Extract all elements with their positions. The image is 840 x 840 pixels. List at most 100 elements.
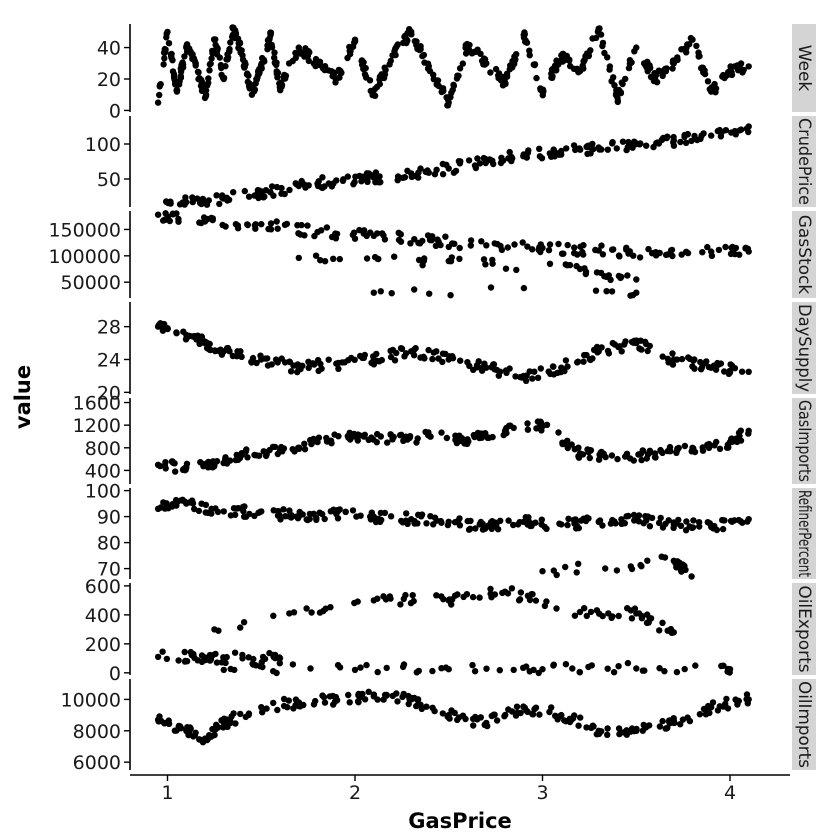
data-point [539,568,546,575]
data-point [358,178,365,185]
data-point [495,372,502,379]
data-point [191,505,198,513]
data-point [228,713,235,720]
data-point [574,359,581,366]
data-point [622,453,629,460]
data-point [173,86,181,94]
data-point [371,92,379,100]
data-point [596,146,603,153]
data-point [328,440,335,447]
data-point [597,31,605,38]
data-point [473,362,481,369]
data-point [534,374,542,381]
panel-daysupply: 20 24 28 DaySupply [97,302,816,404]
data-point [514,521,522,528]
data-point [605,350,613,357]
data-point [547,151,555,158]
data-point [267,29,275,36]
data-point [183,460,191,467]
data-point [346,434,353,441]
data-point [224,51,231,58]
data-point [281,190,288,198]
data-point [241,513,248,520]
data-point [162,210,169,217]
data-point [532,597,540,604]
data-point [353,513,360,520]
data-point [208,510,215,517]
strip-background [792,398,816,484]
y-tick-label: 20 [97,382,121,404]
data-point [537,365,544,372]
data-point [609,140,616,147]
data-point [388,290,395,297]
data-point [571,612,579,619]
data-point [562,357,570,364]
data-point [305,364,312,371]
data-point [689,524,696,532]
data-point [374,230,381,237]
data-point [316,509,323,516]
data-point [656,665,663,672]
data-point [689,36,696,43]
data-point [490,160,497,168]
data-point [524,420,531,427]
data-point [547,370,554,378]
data-point [637,561,644,569]
data-point [471,668,479,675]
data-point [583,612,590,620]
data-point [386,61,393,68]
data-point [427,433,434,440]
data-point [391,253,398,260]
data-point [529,375,536,382]
data-point [341,359,348,366]
data-point [184,725,191,732]
data-point [271,49,278,56]
data-point [438,593,445,600]
data-point [745,123,752,130]
data-point [258,65,265,72]
data-point [354,437,361,444]
data-point [624,659,632,667]
data-point [633,665,640,672]
strip-label: OilExports [794,585,814,672]
data-point [213,51,221,58]
data-point [252,221,259,228]
data-point [356,226,363,234]
data-point [483,60,490,67]
data-point [453,439,461,447]
data-point [408,31,415,38]
data-point [202,656,210,664]
panel-gasstock: 50000 100000 150000 GasStock [48,210,816,299]
data-point [259,54,266,62]
data-point [665,718,673,725]
data-point [531,61,538,69]
data-point [638,346,645,353]
data-point [681,442,689,450]
data-point [686,717,694,725]
data-point [277,85,284,92]
data-point [165,40,173,47]
y-tick-label: 0 [109,663,121,685]
data-point [175,657,182,664]
data-point [268,44,276,51]
data-point [425,346,432,354]
data-point [420,51,428,59]
data-point [323,224,331,231]
data-point [373,83,381,91]
data-point [374,696,381,703]
data-point [513,266,520,274]
data-point [654,139,661,146]
data-point [202,91,210,99]
data-point [361,696,369,703]
data-point [601,273,608,280]
data-point [265,225,272,233]
data-point [377,288,384,295]
data-point [286,610,293,617]
data-point [401,353,408,360]
data-point [684,130,691,138]
data-point [522,514,529,521]
data-point [680,565,687,572]
data-point [506,148,513,156]
